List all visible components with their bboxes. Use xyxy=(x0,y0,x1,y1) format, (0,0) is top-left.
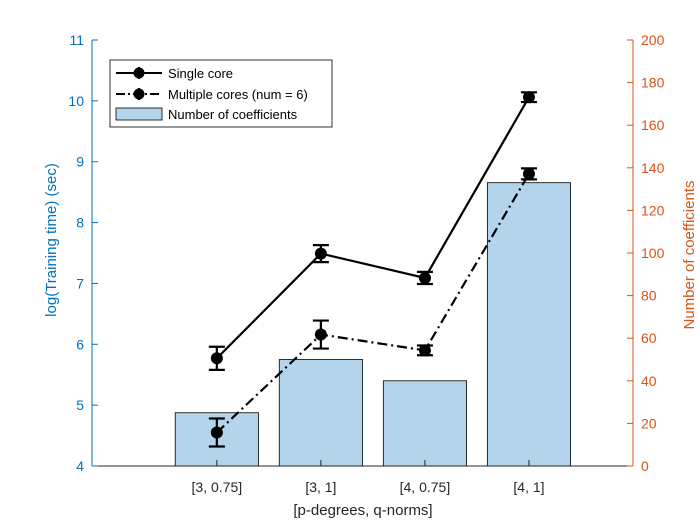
right-tick-label-2: 40 xyxy=(641,373,657,389)
x-tick-label-2: [4, 0.75] xyxy=(400,479,451,495)
x-tick-label-0: [3, 0.75] xyxy=(192,479,243,495)
series-line-1 xyxy=(216,173,530,434)
bars-layer xyxy=(174,182,571,467)
left-tick-label-5: 9 xyxy=(76,154,84,170)
point-1-2 xyxy=(418,344,431,357)
left-tick-label-1: 5 xyxy=(76,397,84,413)
legend-swatch-number-of-coefficients xyxy=(115,107,163,121)
left-tick-label-2: 6 xyxy=(76,336,84,352)
right-tick-label-0: 0 xyxy=(641,458,649,474)
x-tick-label-3: [4, 1] xyxy=(513,479,544,495)
point-1-3 xyxy=(522,167,535,180)
axes-layer: 4 5 6 7 8 9 10 11 0 20 40 60 80 100 120 140 160 180 200 [3,… xyxy=(68,32,664,495)
right-tick-label-7: 140 xyxy=(641,160,665,176)
right-tick-label-6: 120 xyxy=(641,202,665,218)
legend-label-single-core: Single core xyxy=(168,66,233,81)
legend-label-multiple-cores: Multiple cores (num = 6) xyxy=(168,87,308,102)
right-tick-label-1: 20 xyxy=(641,415,657,431)
x-axis-title: [p-degrees, q-norms] xyxy=(293,502,432,519)
point-0-3 xyxy=(522,91,535,104)
series-0 xyxy=(208,91,537,371)
series-line-0 xyxy=(216,96,530,360)
right-tick-label-9: 180 xyxy=(641,75,665,91)
bar-3 xyxy=(486,182,571,467)
legend-label-number-of-coefficients: Number of coefficients xyxy=(168,107,298,122)
right-tick-label-10: 200 xyxy=(641,32,665,48)
left-tick-label-4: 8 xyxy=(76,215,84,231)
series-layer xyxy=(208,91,537,448)
right-tick-label-8: 160 xyxy=(641,117,665,133)
legend: Single core Multiple cores (num = 6) Num… xyxy=(109,59,333,128)
x-tick-label-1: [3, 1] xyxy=(305,479,336,495)
right-tick-label-3: 60 xyxy=(641,330,657,346)
left-tick-label-3: 7 xyxy=(76,275,84,291)
bar-2 xyxy=(382,380,467,467)
legend-entry-single-core: Single core xyxy=(116,66,233,81)
right-tick-label-5: 100 xyxy=(641,245,665,261)
point-1-1 xyxy=(314,328,327,341)
point-0-2 xyxy=(418,271,431,284)
left-tick-label-0: 4 xyxy=(76,458,84,474)
point-0-0 xyxy=(210,352,223,365)
series-1 xyxy=(208,167,537,448)
left-axis-title: log(Training time) (sec) xyxy=(43,163,60,317)
point-0-1 xyxy=(314,247,327,260)
legend-entry-number-of-coefficients: Number of coefficients xyxy=(115,107,298,122)
right-axis-title: Number of coefficients xyxy=(681,181,698,330)
right-tick-label-4: 80 xyxy=(641,288,657,304)
bar-1 xyxy=(278,359,363,467)
point-1-0 xyxy=(210,426,223,439)
left-tick-label-7: 11 xyxy=(69,32,84,48)
left-tick-label-6: 10 xyxy=(68,93,84,109)
legend-entry-multiple-cores: Multiple cores (num = 6) xyxy=(116,87,308,102)
